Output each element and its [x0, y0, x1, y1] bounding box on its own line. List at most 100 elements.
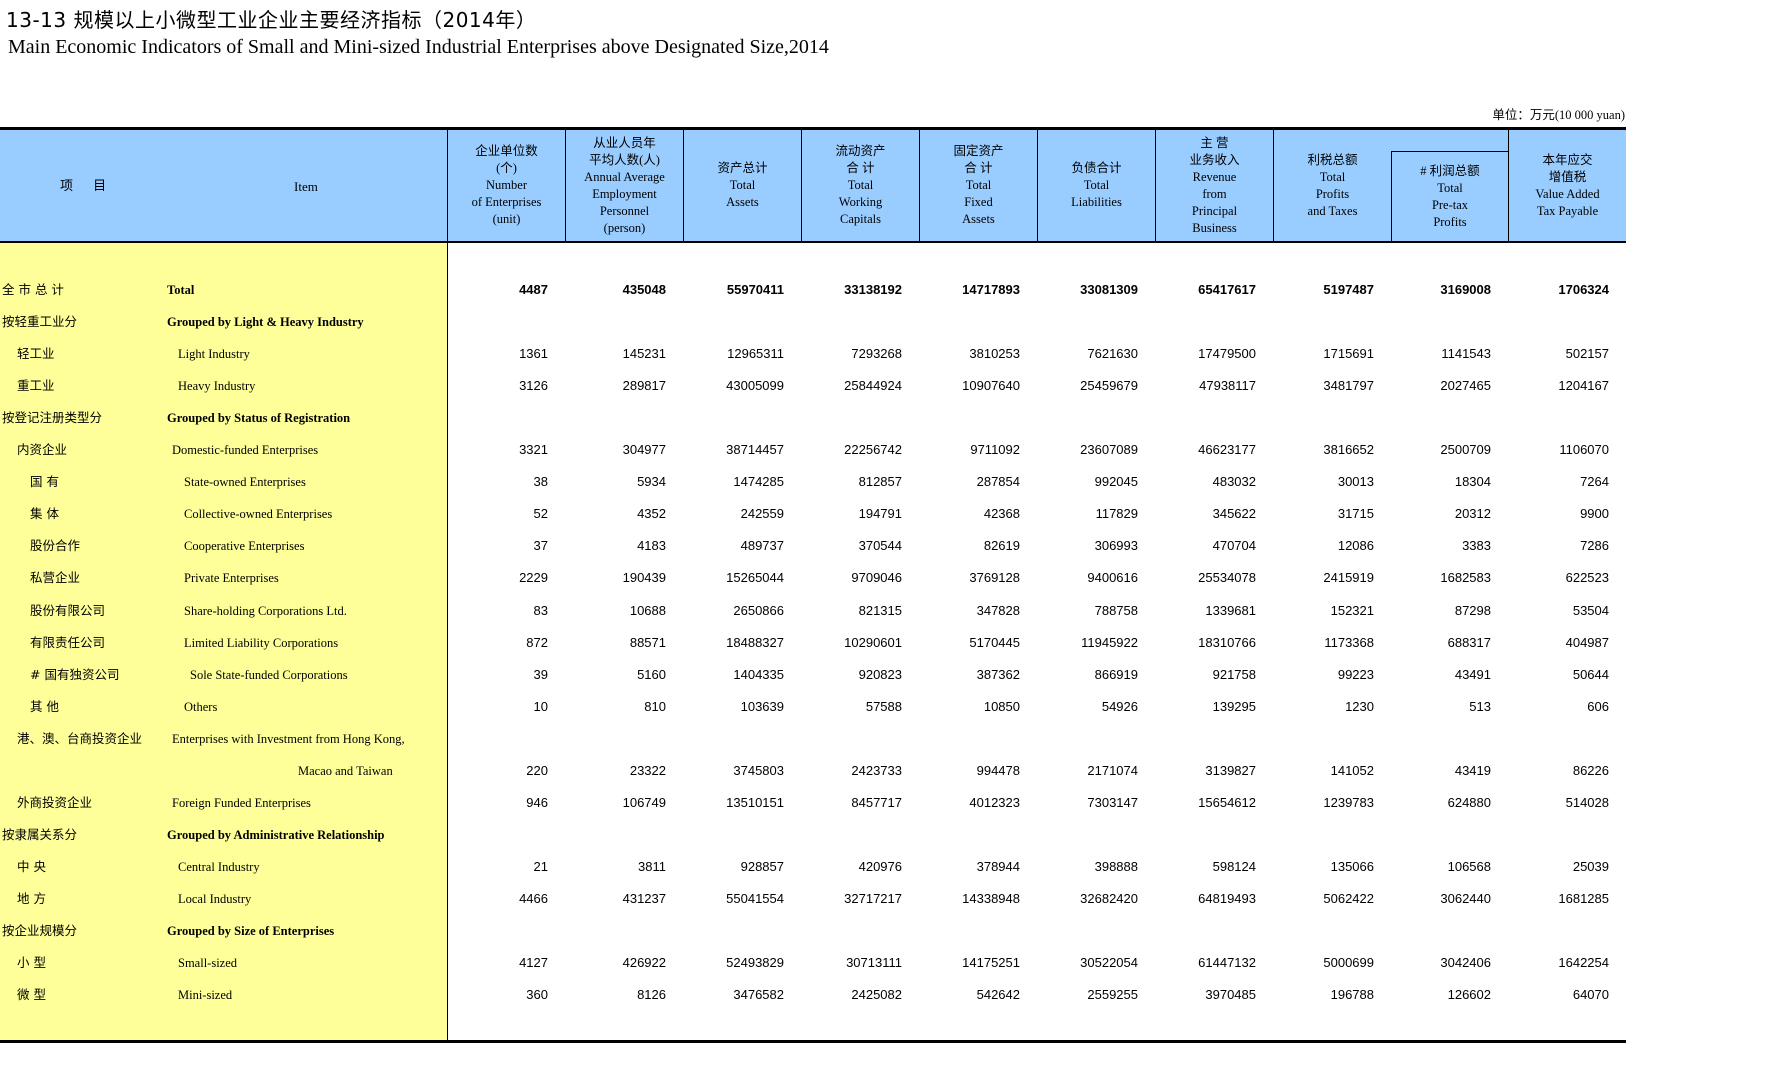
- row-label-en: Mini-sized: [178, 988, 233, 1003]
- row-label-en: Central Industry: [178, 859, 260, 874]
- table-row: 私营企业 Private Enterprises 2229 190439 1526504…: [0, 562, 1626, 594]
- row-label-en: Private Enterprises: [184, 571, 279, 586]
- cell-value: 55041554: [726, 890, 784, 906]
- cell-value: 2423733: [851, 762, 902, 778]
- row-label-cn: 国 有: [30, 474, 59, 490]
- row-label-en: Small-sized: [178, 956, 238, 971]
- cell-value: 25459679: [1080, 378, 1138, 394]
- table-title-en: Main Economic Indicators of Small and Mi…: [8, 36, 829, 58]
- row-label-en: Domestic-funded Enterprises: [172, 443, 319, 458]
- cell-value: 141052: [1330, 762, 1374, 778]
- header-col-7: 主 营 业务收入 Revenue from Principal Business: [1155, 130, 1273, 241]
- row-label-en: Grouped by Light & Heavy Industry: [167, 315, 364, 330]
- cell-value: 1642254: [1558, 955, 1609, 971]
- row-label-en: Share-holding Corporations Ltd.: [184, 603, 347, 618]
- table-row: 小 型 Small-sized 4127 426922 52493829 30713111…: [0, 947, 1626, 979]
- group-row: 按企业规模分 Grouped by Size of Enterprises: [0, 915, 1626, 947]
- header-item-cn: 项 目: [60, 179, 115, 194]
- row-label-en: Collective-owned Enterprises: [184, 507, 333, 522]
- cell-value: 370544: [858, 538, 902, 554]
- cell-value: 126602: [1447, 987, 1491, 1003]
- cell-value: 360: [526, 987, 548, 1003]
- cell-value: 5197487: [1323, 282, 1374, 297]
- group-row: 按隶属关系分 Grouped by Administrative Relation…: [0, 819, 1626, 851]
- cell-value: 606: [1587, 698, 1609, 714]
- row-label-cn: 按隶属关系分: [2, 826, 78, 842]
- row-label-cn: 港、澳、台商投资企业: [17, 730, 143, 746]
- cell-value: 3970485: [1205, 987, 1256, 1003]
- cell-value: 139295: [1212, 698, 1256, 714]
- cell-value: 4352: [637, 506, 666, 522]
- cell-value: 1404335: [733, 666, 784, 682]
- cell-value: 38: [533, 474, 548, 490]
- row-label-en: Foreign Funded Enterprises: [172, 795, 311, 810]
- cell-value: 2229: [519, 570, 548, 586]
- cell-value: 920823: [858, 666, 902, 682]
- cell-value: 1204167: [1558, 378, 1609, 394]
- cell-value: 12965311: [727, 346, 784, 362]
- cell-value: 1141543: [1441, 346, 1491, 362]
- cell-value: 54926: [1101, 698, 1138, 714]
- cell-value: 7303147: [1087, 794, 1138, 810]
- table-row: 国 有 State-owned Enterprises 38 5934 1474285 8…: [0, 466, 1626, 498]
- cell-value: 33138192: [844, 282, 902, 297]
- cell-value: 25534078: [1198, 570, 1256, 586]
- cell-value: 194791: [858, 506, 902, 522]
- header-col-10: 本年应交 增值税 Value Added Tax Payable: [1508, 130, 1626, 241]
- table-top-rule: [0, 127, 1626, 130]
- cell-value: 65417617: [1198, 282, 1256, 297]
- cell-value: 1715691: [1323, 346, 1374, 362]
- cell-value: 3126: [519, 378, 548, 394]
- cell-value: 43005099: [726, 378, 784, 394]
- cell-value: 5934: [637, 474, 666, 490]
- cell-value: 2171074: [1087, 762, 1138, 778]
- unit-label: 单位：万元(10 000 yuan): [1492, 108, 1625, 122]
- cell-value: 3745803: [733, 762, 784, 778]
- cell-value: 21: [533, 858, 548, 874]
- cell-value: 152321: [1330, 602, 1374, 618]
- row-label-cn: 按企业规模分: [2, 923, 78, 938]
- row-label-cn: 微 型: [17, 987, 46, 1003]
- cell-value: 306993: [1094, 538, 1138, 554]
- cell-value: 20312: [1454, 506, 1491, 522]
- cell-value: 489737: [740, 538, 784, 554]
- cell-value: 190439: [622, 570, 666, 586]
- cell-value: 994478: [976, 762, 1020, 778]
- cell-value: 2027465: [1440, 378, 1491, 394]
- cell-value: 61447132: [1198, 955, 1256, 971]
- cell-value: 7293268: [851, 346, 902, 362]
- row-label-cn: 股份合作: [30, 538, 81, 554]
- table-row: 重工业 Heavy Industry 3126 289817 43005099 25844…: [0, 370, 1626, 402]
- cell-value: 53504: [1572, 602, 1609, 618]
- row-label-en: Sole State-funded Corporations: [190, 667, 348, 682]
- cell-value: 420976: [858, 858, 902, 874]
- header-col-6: 负债合计 Total Liabilities: [1037, 130, 1155, 241]
- cell-value: 3811: [638, 858, 666, 874]
- cell-value: 42368: [983, 506, 1020, 522]
- row-label-cn: 集 体: [30, 506, 59, 522]
- row-label-cn: 中 央: [17, 858, 46, 874]
- cell-value: 598124: [1212, 858, 1256, 874]
- cell-value: 14338948: [962, 890, 1020, 906]
- row-label-en: State-owned Enterprises: [184, 475, 306, 490]
- cell-value: 39: [533, 666, 548, 682]
- cell-value: 117829: [1095, 506, 1138, 522]
- table-row: 港、澳、台商投资企业 Enterprises with Investment fr…: [0, 723, 1626, 755]
- header-col-3: 资产总计 Total Assets: [683, 130, 801, 241]
- cell-value: 2425082: [851, 987, 902, 1003]
- row-label-en: Grouped by Status of Registration: [167, 411, 351, 426]
- cell-value: 38714457: [726, 442, 784, 458]
- cell-value: 872: [526, 634, 548, 650]
- cell-value: 30522054: [1080, 955, 1138, 971]
- cell-value: 2650866: [733, 602, 784, 618]
- cell-value: 52: [533, 506, 548, 522]
- cell-value: 483032: [1212, 474, 1256, 490]
- cell-value: 928857: [740, 858, 784, 874]
- cell-value: 25844924: [844, 378, 902, 394]
- row-label-en: Local Industry: [178, 891, 252, 906]
- cell-value: 33081309: [1080, 282, 1138, 297]
- cell-value: 5160: [637, 666, 666, 682]
- cell-value: 378944: [976, 858, 1020, 874]
- cell-value: 470704: [1212, 538, 1256, 554]
- cell-value: 10688: [629, 602, 666, 618]
